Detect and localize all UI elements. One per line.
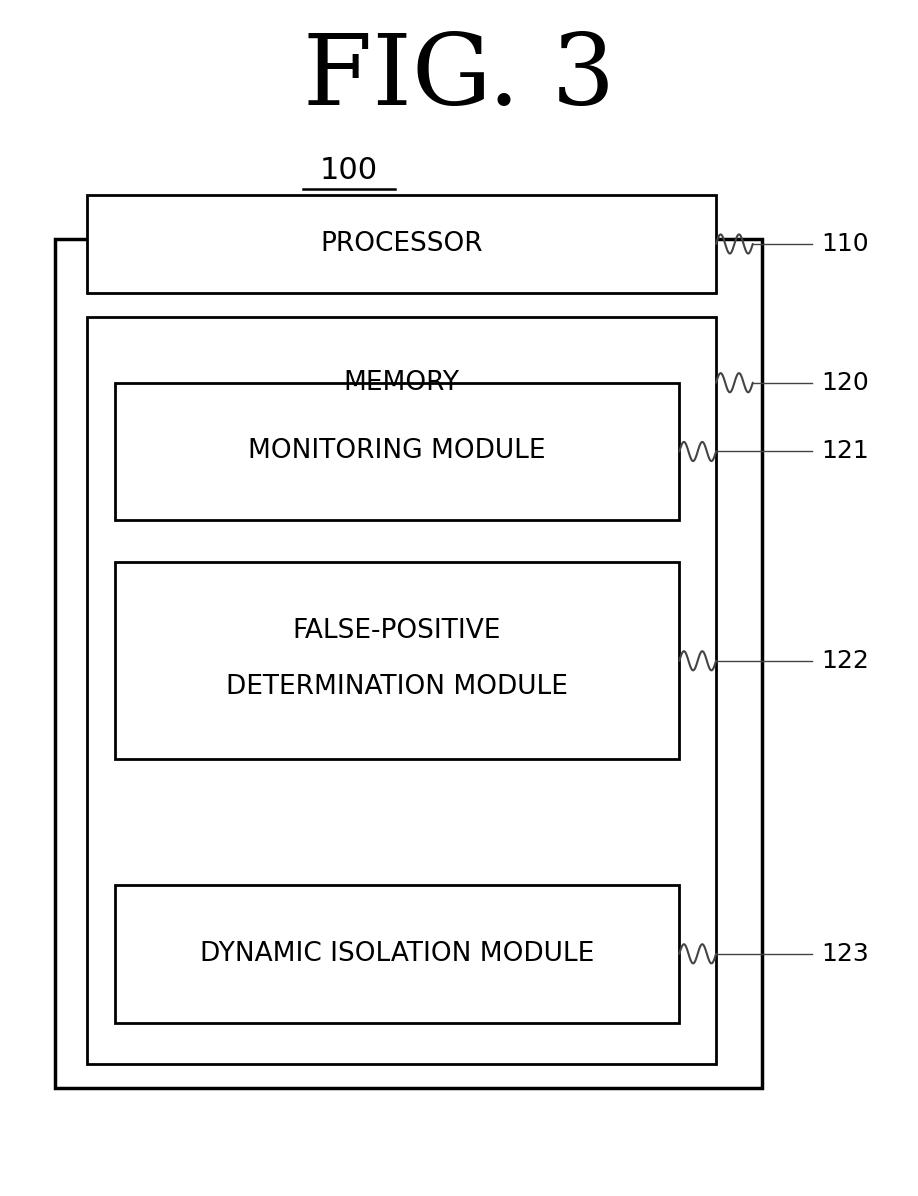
Text: PROCESSOR: PROCESSOR: [320, 231, 483, 257]
Bar: [115, 383, 679, 520]
Text: 121: 121: [822, 439, 869, 464]
Text: MEMORY: MEMORY: [343, 370, 460, 396]
Text: 122: 122: [822, 648, 869, 673]
Text: 123: 123: [822, 941, 869, 966]
Text: DYNAMIC ISOLATION MODULE: DYNAMIC ISOLATION MODULE: [200, 941, 594, 966]
Text: 120: 120: [822, 371, 869, 395]
Text: FALSE-POSITIVE: FALSE-POSITIVE: [293, 618, 501, 643]
Text: DETERMINATION MODULE: DETERMINATION MODULE: [226, 675, 568, 700]
Bar: [115, 562, 679, 759]
Text: 100: 100: [319, 157, 378, 185]
Bar: [87, 317, 716, 1064]
Text: FIG. 3: FIG. 3: [303, 30, 615, 126]
Text: MONITORING MODULE: MONITORING MODULE: [248, 439, 546, 464]
Bar: [87, 195, 716, 293]
Text: 110: 110: [822, 232, 869, 256]
Bar: [55, 239, 762, 1088]
Bar: [115, 885, 679, 1023]
